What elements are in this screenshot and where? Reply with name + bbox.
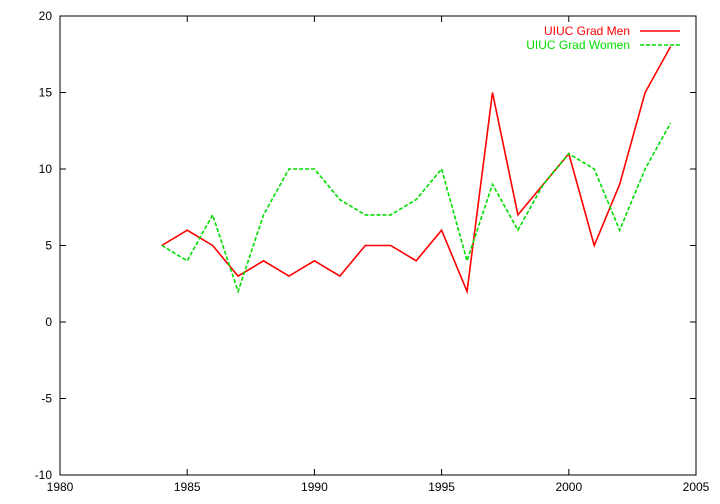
x-tick-label: 1995: [428, 480, 455, 494]
legend-label: UIUC Grad Women: [526, 38, 630, 52]
y-tick-label: -10: [35, 468, 53, 482]
y-tick-label: 20: [39, 9, 53, 23]
legend-label: UIUC Grad Men: [544, 24, 630, 38]
y-tick-label: 10: [39, 162, 53, 176]
x-tick-label: 2005: [683, 480, 710, 494]
y-tick-label: -5: [41, 392, 52, 406]
x-tick-label: 1985: [174, 480, 201, 494]
x-tick-label: 1980: [47, 480, 74, 494]
y-tick-label: 5: [45, 239, 52, 253]
y-tick-label: 15: [39, 86, 53, 100]
x-tick-label: 2000: [555, 480, 582, 494]
series-line-women: [161, 122, 672, 294]
axis-ticks: 1980 1985 1990 1995 2000 2005 -10 -5 0 5 10 15 20: [35, 9, 710, 494]
series-group: [161, 46, 672, 295]
x-tick-label: 1990: [301, 480, 328, 494]
y-tick-label: 0: [45, 315, 52, 329]
